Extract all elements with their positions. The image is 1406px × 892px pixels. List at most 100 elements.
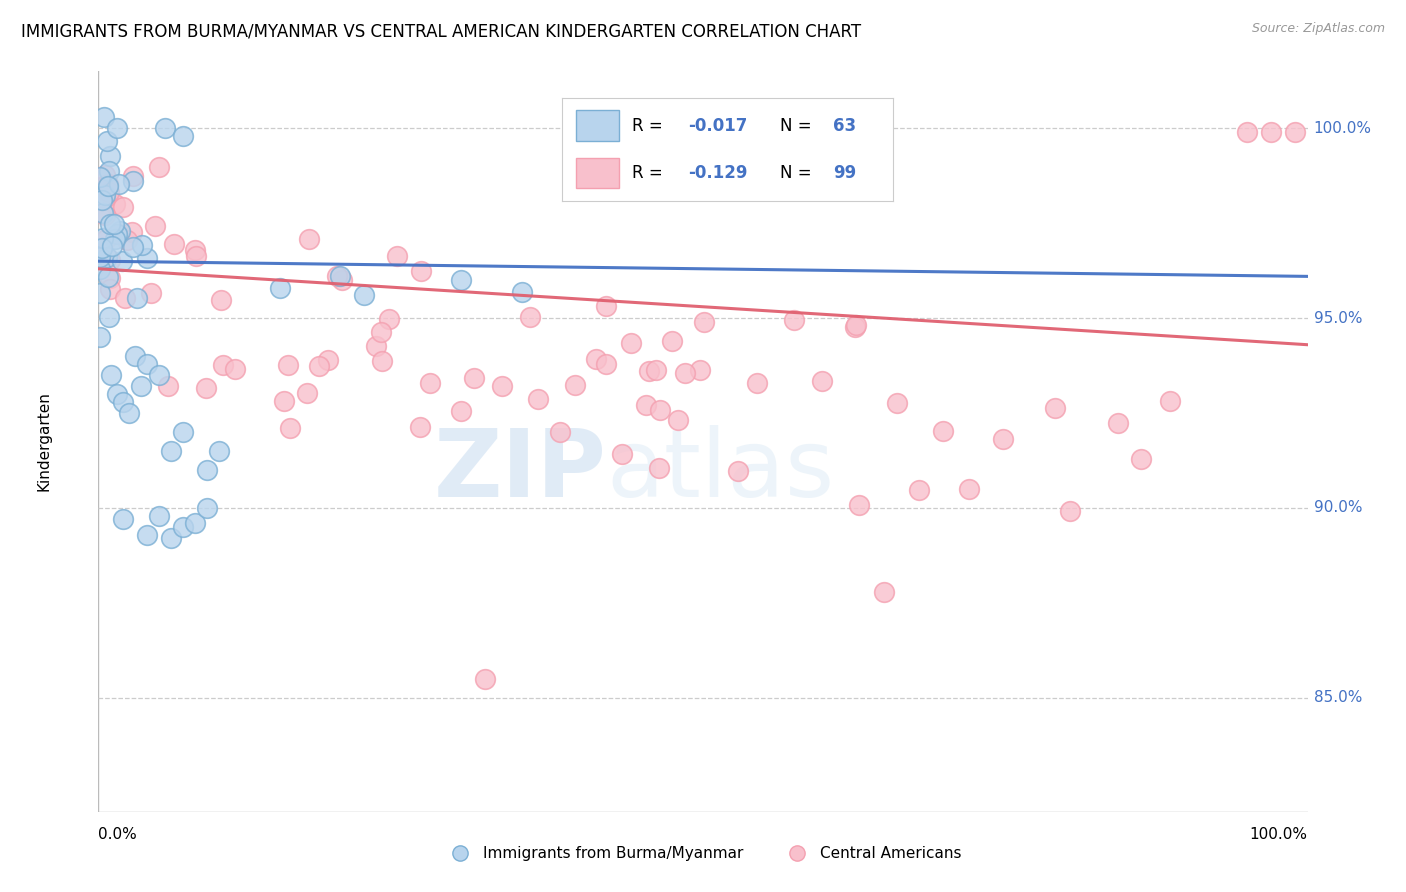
Point <box>160 444 183 458</box>
Point <box>409 420 432 434</box>
Text: ZIP: ZIP <box>433 425 606 517</box>
Point <box>122 174 145 188</box>
Point <box>932 425 955 439</box>
Point <box>666 413 689 427</box>
Point <box>308 359 330 373</box>
Point <box>107 177 129 191</box>
Point <box>848 498 870 512</box>
Point <box>94 232 117 246</box>
Point <box>172 425 194 439</box>
Point <box>104 232 127 246</box>
Point <box>673 366 696 380</box>
Point <box>208 444 231 458</box>
Point <box>98 149 121 163</box>
Point <box>172 520 194 534</box>
Point <box>353 288 375 302</box>
Point <box>94 187 117 202</box>
Point <box>100 368 122 383</box>
Point <box>114 291 136 305</box>
Point <box>1129 452 1152 467</box>
Point <box>90 180 112 194</box>
Text: atlas: atlas <box>606 425 835 517</box>
Point <box>610 447 633 461</box>
Point <box>419 376 441 391</box>
Point <box>519 310 541 325</box>
Point <box>105 121 128 136</box>
Point <box>111 512 134 526</box>
Point <box>97 270 120 285</box>
Point <box>526 392 548 406</box>
Point <box>330 273 353 287</box>
Point <box>957 482 980 496</box>
Text: -0.017: -0.017 <box>688 117 748 135</box>
Text: 100.0%: 100.0% <box>1250 827 1308 842</box>
Point <box>122 240 145 254</box>
Point <box>91 179 114 194</box>
Point <box>129 379 152 393</box>
Point <box>195 381 218 395</box>
Text: R =: R = <box>631 117 668 135</box>
Point <box>689 363 711 377</box>
Point <box>94 178 117 192</box>
Point <box>1107 416 1129 430</box>
Point <box>648 460 671 475</box>
Point <box>105 387 128 401</box>
Point <box>409 264 432 278</box>
Point <box>93 110 115 124</box>
Point <box>89 262 111 277</box>
Point <box>316 353 339 368</box>
Point <box>661 334 683 348</box>
Bar <box>575 158 619 188</box>
Point <box>195 463 218 477</box>
Point <box>110 224 132 238</box>
Point <box>148 160 170 174</box>
Point <box>1284 125 1306 139</box>
Point <box>195 500 218 515</box>
Point <box>298 232 321 246</box>
Point <box>153 121 176 136</box>
Point <box>450 273 472 287</box>
Point <box>89 250 111 264</box>
Text: 63: 63 <box>834 117 856 135</box>
Point <box>747 376 769 390</box>
Point <box>111 200 134 214</box>
Point <box>908 483 931 498</box>
Point <box>121 169 143 183</box>
Point <box>89 169 111 184</box>
Point <box>991 432 1014 446</box>
Point <box>620 336 643 351</box>
Point <box>111 394 134 409</box>
Point <box>844 319 866 334</box>
Point <box>135 527 157 541</box>
Point <box>98 310 121 325</box>
Point <box>131 237 153 252</box>
Point <box>163 237 186 252</box>
Point <box>135 357 157 371</box>
Point <box>585 351 607 366</box>
Point <box>91 193 114 207</box>
Text: N =: N = <box>780 117 817 135</box>
Point <box>783 313 806 327</box>
Point <box>90 241 112 255</box>
Point <box>278 421 301 435</box>
Point <box>117 233 139 247</box>
Text: 100.0%: 100.0% <box>1313 120 1372 136</box>
Text: R =: R = <box>631 164 668 182</box>
Point <box>96 250 118 264</box>
Point <box>103 217 125 231</box>
Point <box>371 353 394 368</box>
Point <box>97 179 120 194</box>
Point <box>100 238 122 252</box>
Point <box>90 183 112 197</box>
Point <box>636 398 658 412</box>
Point <box>727 464 749 478</box>
Point <box>463 371 485 385</box>
Point <box>94 208 117 222</box>
Bar <box>575 111 619 141</box>
Text: 95.0%: 95.0% <box>1313 310 1362 326</box>
Point <box>269 281 291 295</box>
Point <box>650 403 672 417</box>
Point <box>1260 125 1282 139</box>
Text: -0.129: -0.129 <box>688 164 748 182</box>
Point <box>160 532 183 546</box>
